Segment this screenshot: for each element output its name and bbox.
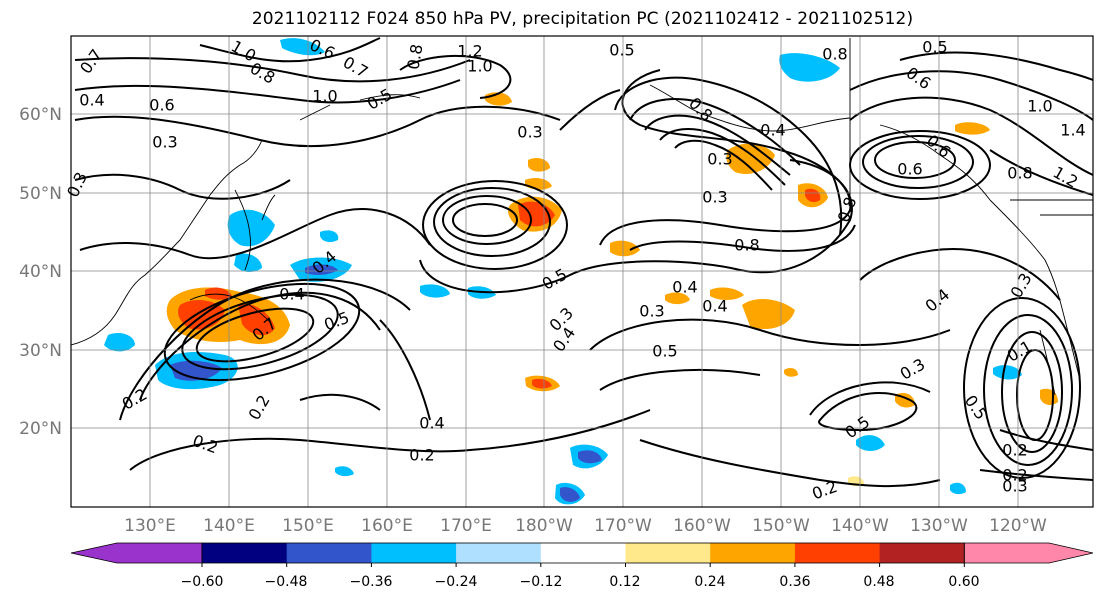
contour-label: 0.2 [1002,466,1027,485]
graticule [71,36,1093,507]
lat-label: 30°N [19,341,62,361]
colorbar-segment [371,543,457,563]
contour-label: 0.4 [760,121,785,140]
lon-label: 120°W [989,516,1047,536]
map-title: 2021102112 F024 850 hPa PV, precipitatio… [251,9,914,29]
colorbar-segment [879,543,965,563]
colorbar-tick-label: 0.60 [948,574,979,590]
contour-label: 0.3 [707,150,732,169]
contour-label: 0.3 [639,302,664,321]
lat-label: 50°N [19,184,62,204]
lat-label: 40°N [19,262,62,282]
contour-label: 0.8 [403,43,426,71]
pv-contours [74,37,1093,488]
contour-label: 0.2 [1002,441,1027,460]
contour-label: 0.5 [922,38,947,57]
contour-label: 0.5 [609,41,634,60]
contour-label: 0.8 [734,236,759,255]
colorbar-tick-label: −0.12 [520,574,563,590]
contour-label: 0.3 [152,133,177,152]
colorbar-tick-label: 0.48 [863,574,894,590]
lon-labels: 130°E 140°E 150°E 160°E 170°E 180°W 170°… [124,516,1047,536]
contour-label: 0.4 [419,414,444,433]
lon-label: 140°E [203,516,255,536]
colorbar-segment [286,543,372,563]
contour-label: 1.0 [312,87,337,106]
colorbar-tick-label: −0.36 [350,574,393,590]
colorbar [70,542,1094,567]
contour-label: 1.4 [1060,121,1085,140]
lon-label: 150°W [752,516,810,536]
contour-label: 0.4 [702,297,727,316]
precip-shading [104,38,1058,505]
colorbar-segment [794,543,881,563]
contour-label: 0.4 [279,285,304,304]
lon-label: 160°W [673,516,731,536]
colorbar-segment [710,543,796,563]
contour-label: 0.8 [822,45,847,64]
contour-label: 0.3 [1002,477,1027,496]
lon-label: 140°W [831,516,889,536]
lat-label: 60°N [19,105,62,125]
colorbar-tick-label: −0.24 [435,574,478,590]
contour-label: 0.3 [517,123,542,142]
colorbar-segment [540,543,626,563]
contour-label: 1.0 [467,57,492,76]
lon-label: 170°W [594,516,652,536]
contour-label: 0.6 [897,160,922,179]
lon-label: 130°W [910,516,968,536]
colorbar-segment [625,543,711,563]
contour-label: 0.3 [702,188,727,207]
colorbar-outline [201,542,965,564]
coastlines [71,38,1093,396]
map-frame [70,35,1094,508]
colorbar-segment [456,543,542,563]
contour-label: 0.4 [79,91,104,110]
lon-label: 180°W [515,516,573,536]
lat-labels: 60°N 50°N 40°N 30°N 20°N [19,105,62,439]
lon-label: 160°E [361,516,413,536]
colorbar-extend-high [963,542,1094,564]
colorbar-tick-label: −0.60 [181,574,224,590]
plot-background [71,36,1093,507]
contour-label: 0.5 [652,342,677,361]
contour-label: 0.8 [1007,164,1032,183]
lon-label: 130°E [124,516,176,536]
lon-label: 170°E [440,516,492,536]
colorbar-segment [202,543,288,563]
contour-label: 0.6 [149,96,174,115]
colorbar-ticks: −0.60 −0.48 −0.36 −0.24 −0.12 0.12 0.24 … [181,574,980,590]
colorbar-tick-label: 0.24 [694,574,725,590]
colorbar-tick-label: 0.36 [779,574,810,590]
colorbar-tick-label: −0.48 [265,574,308,590]
lon-label: 150°E [282,516,334,536]
colorbar-tick-label: 0.12 [609,574,640,590]
colorbar-extend-low [70,542,203,564]
lat-label: 20°N [19,419,62,439]
contour-label: 1.0 [1027,97,1052,116]
contour-label: 0.4 [672,278,697,297]
contour-label: 0.2 [409,446,434,465]
contour-label: 1.2 [457,42,482,61]
